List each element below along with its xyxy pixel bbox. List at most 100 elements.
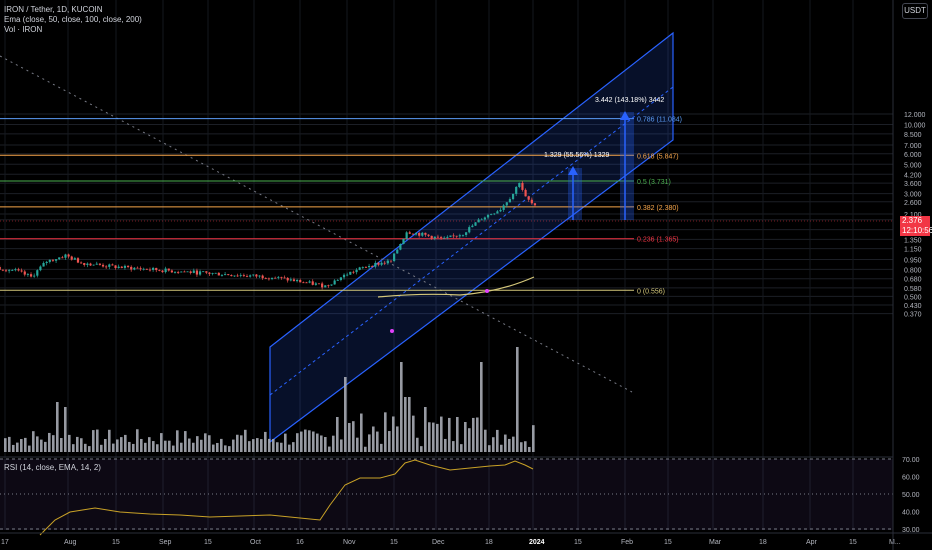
candle-body [321, 283, 324, 288]
fib-level-label: 0.382 (2.380) [637, 205, 679, 212]
candle-body [474, 222, 477, 226]
candle-body [515, 186, 518, 194]
volume-bar [440, 416, 443, 452]
volume-bar [488, 445, 491, 452]
candle-body [117, 266, 120, 269]
rsi-legend[interactable]: RSI (14, close, EMA, 14, 2) [4, 463, 101, 472]
volume-bar [336, 417, 339, 452]
rsi-tick-label: 70.00 [902, 457, 920, 464]
volume-bar [100, 444, 103, 452]
price-tick-label: 1.350 [904, 237, 922, 244]
time-tick-label: Dec [432, 539, 445, 546]
volume-bar [104, 439, 107, 452]
candle-body [499, 209, 502, 212]
volume-bar [116, 439, 119, 452]
volume-bar [504, 434, 507, 452]
volume-bar [76, 436, 79, 452]
rsi-tick-label: 40.00 [902, 510, 920, 517]
price-tick-label: 0.950 [904, 258, 922, 265]
candle-body [83, 263, 86, 265]
volume-bar [96, 429, 99, 452]
volume-legend[interactable]: Vol · IRON [4, 25, 43, 34]
price-tick-label: 10.000 [904, 123, 926, 130]
price-tick-label: 0.430 [904, 303, 922, 310]
volume-bar [164, 440, 167, 452]
time-tick-label: 15 [664, 539, 672, 546]
candle-body [430, 235, 433, 239]
candle-body [446, 236, 449, 238]
volume-bar [88, 446, 91, 452]
candle-body [352, 271, 355, 273]
channel-midline [269, 86, 674, 396]
volume-bar [420, 446, 423, 452]
candle-body [73, 258, 76, 260]
volume-bar [436, 423, 439, 452]
candle-body [461, 234, 465, 236]
volume-bar [372, 426, 375, 452]
candle-body [101, 264, 105, 267]
candle-body [224, 274, 227, 276]
volume-bar [400, 362, 403, 452]
volume-bar [500, 444, 503, 452]
volume-bar [68, 434, 71, 452]
candle-body [355, 269, 358, 273]
volume-bar [352, 421, 355, 452]
candle-body [261, 275, 264, 279]
candle-body [58, 257, 61, 260]
candle-body [183, 271, 186, 273]
time-tick-label: 15 [574, 539, 582, 546]
volume-bar [388, 431, 391, 452]
candle-body [505, 202, 508, 206]
candle-body [346, 274, 349, 276]
candle-body [167, 268, 170, 271]
fib-level-label: 0.618 (5.847) [637, 153, 679, 160]
candle-body [439, 237, 443, 239]
time-tick-label: Aug [64, 539, 77, 546]
volume-bar [4, 438, 7, 452]
candle-body [145, 268, 148, 270]
candle-body [89, 263, 92, 266]
volume-bar [276, 442, 279, 452]
candle-body [39, 266, 42, 271]
candle-body [80, 262, 83, 264]
candle-body [317, 283, 321, 285]
candle-body [208, 272, 211, 274]
candle-body [518, 182, 521, 187]
currency-button[interactable]: USDT [902, 3, 928, 19]
candle-body [23, 271, 26, 275]
volume-bar [484, 429, 487, 452]
time-tick-label: M... [889, 539, 901, 546]
ema-legend[interactable]: Ema (close, 50, close, 100, close, 200) [4, 15, 142, 24]
volume-bar [272, 439, 275, 452]
volume-bar [444, 438, 447, 452]
volume-bar [128, 441, 131, 452]
volume-bar [16, 442, 19, 452]
candle-body [105, 266, 108, 268]
volume-bar [496, 429, 499, 452]
candle-body [17, 269, 20, 271]
volume-bar [432, 422, 435, 452]
symbol-legend[interactable]: IRON / Tether, 1D, KUCOIN [4, 5, 103, 14]
candle-body [374, 262, 377, 267]
candle-body [330, 284, 333, 286]
volume-bar [324, 437, 327, 452]
fib-level-label: 0 (0.556) [637, 288, 665, 295]
candle-body [123, 265, 127, 268]
candle-body [508, 199, 512, 203]
channel-fill [269, 31, 674, 444]
price-tick-label: 12.000 [904, 112, 926, 119]
volume-bar [328, 446, 331, 452]
range-box-1 [568, 168, 582, 220]
volume-bar [296, 433, 299, 452]
candle-body [133, 267, 136, 270]
candle-body [408, 232, 411, 234]
candle-body [311, 281, 314, 285]
time-tick-label: 15 [390, 539, 398, 546]
volume-bar [392, 416, 395, 452]
time-tick-label: Apr [806, 539, 818, 546]
volume-bar [252, 439, 255, 452]
rsi-pane [0, 458, 893, 536]
candle-body [386, 260, 389, 264]
candle-body [364, 267, 368, 268]
